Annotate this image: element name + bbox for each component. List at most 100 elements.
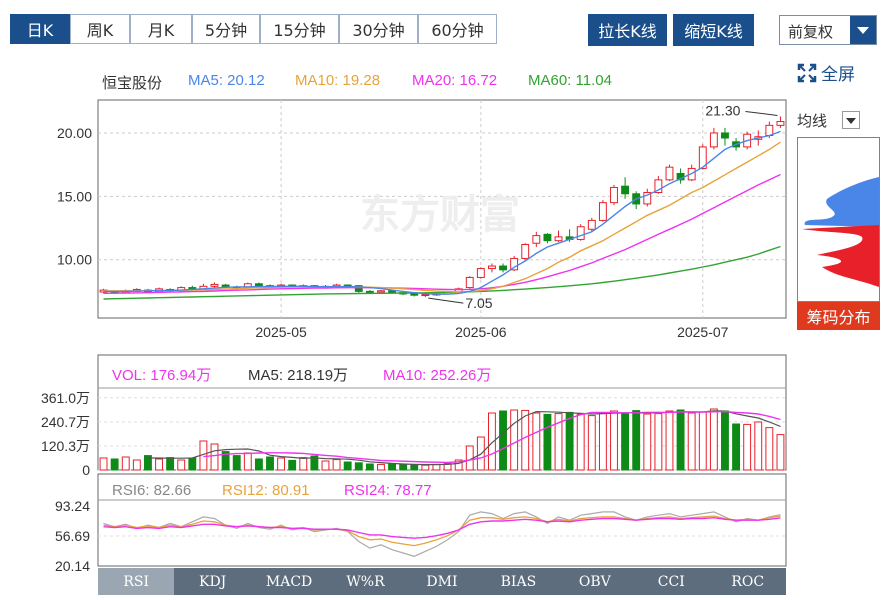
tab-5min[interactable]: 5分钟	[192, 14, 260, 44]
candle-body	[343, 284, 352, 287]
rsi-y-tick: 56.69	[55, 528, 90, 544]
tab-obv[interactable]: OBV	[578, 573, 611, 590]
candle-body	[354, 285, 363, 292]
volume-bar	[310, 455, 319, 471]
volume-bar	[243, 452, 252, 471]
tab-day-k[interactable]: 日K	[10, 14, 70, 44]
volume-bar	[721, 410, 729, 471]
candle-body	[510, 257, 519, 271]
volume-bar	[343, 461, 352, 471]
tab-month-k[interactable]: 月K	[130, 14, 192, 44]
volume-bar	[166, 457, 175, 471]
volume-y-tick: 0	[82, 462, 90, 478]
rsi-y-tick: 20.14	[55, 558, 90, 574]
tab-wr[interactable]: W%R	[346, 573, 385, 590]
volume-bar	[698, 411, 707, 471]
candle-body	[709, 132, 718, 148]
chip-distribution-panel	[797, 137, 880, 302]
volume-bar	[765, 427, 774, 471]
volume-bar	[143, 455, 152, 471]
volume-bar	[621, 412, 630, 471]
volume-bar	[332, 459, 341, 471]
stock-name: 恒宝股份	[102, 75, 163, 92]
tab-roc[interactable]: ROC	[731, 573, 765, 590]
legend-ma20: MA20: 16.72	[412, 72, 498, 89]
candle-body	[410, 293, 419, 296]
tab-cci[interactable]: CCI	[657, 573, 685, 590]
stretch-k-button[interactable]: 拉长K线	[588, 14, 667, 46]
tab-60min[interactable]: 60分钟	[418, 14, 497, 44]
tab-kdj[interactable]: KDJ	[199, 573, 227, 590]
ma20-line	[103, 173, 781, 294]
kline-y-tick: 15.00	[57, 188, 92, 204]
kline-y-tick: 20.00	[57, 125, 92, 141]
tab-rsi[interactable]: RSI	[98, 568, 175, 595]
volume-bar	[377, 463, 385, 471]
candle-body	[576, 226, 585, 240]
legend-ma5: MA5: 20.12	[188, 72, 265, 89]
candle-body	[476, 268, 485, 278]
candle-body	[210, 283, 219, 287]
candle-body	[776, 121, 785, 126]
tab-week-k[interactable]: 周K	[70, 14, 130, 44]
volume-bar	[610, 410, 618, 471]
avg-line-dropdown[interactable]	[842, 111, 860, 129]
volume-y-tick: 240.7万	[41, 414, 90, 430]
volume-ma10-line	[203, 410, 781, 464]
avg-line-label: 均线	[797, 112, 828, 130]
volume-bar	[732, 423, 741, 471]
tab-macd[interactable]: MACD	[265, 573, 313, 590]
volume-bar	[388, 463, 397, 471]
volume-bar	[687, 412, 696, 471]
volume-bar	[587, 415, 596, 471]
low-label: 7.05	[465, 295, 492, 311]
rsi-legend-rsi24: RSI24: 78.77	[344, 482, 432, 499]
tab-bias[interactable]: BIAS	[500, 573, 537, 590]
tab-15min[interactable]: 15分钟	[260, 14, 339, 44]
adjust-select[interactable]: 前复权	[779, 15, 877, 45]
ma60-line	[103, 245, 781, 300]
volume-bar	[532, 412, 541, 471]
volume-bar	[743, 423, 752, 471]
volume-bar	[665, 410, 674, 471]
volume-bar	[632, 410, 641, 471]
volume-bar	[399, 464, 408, 471]
tab-dmi[interactable]: DMI	[426, 573, 458, 590]
volume-bar	[432, 463, 441, 471]
candle-body	[365, 290, 374, 293]
high-label: 21.30	[705, 102, 740, 118]
volume-bar	[421, 464, 430, 471]
volume-bar	[266, 456, 274, 471]
volume-y-tick: 120.3万	[41, 438, 90, 454]
volume-bar	[676, 409, 685, 471]
candle-body	[254, 283, 263, 287]
rsi-frame	[97, 473, 787, 567]
kline-x-tick: 2025-07	[677, 324, 729, 340]
volume-bar	[110, 458, 119, 471]
tab-30min[interactable]: 30分钟	[339, 14, 418, 44]
rsi-legend-rsi12: RSI12: 80.91	[222, 482, 310, 499]
kline-frame	[97, 99, 787, 319]
volume-bar	[643, 413, 652, 471]
volume-bar	[121, 456, 130, 471]
candle-body	[554, 236, 563, 242]
chip-distribution-button[interactable]: 筹码分布	[797, 302, 880, 330]
fullscreen-button[interactable]: 全屏	[797, 60, 855, 85]
candle-body	[721, 132, 729, 139]
volume-bar	[543, 413, 552, 471]
rsi12-line	[103, 515, 781, 547]
candle-body	[643, 192, 652, 205]
volume-bar	[288, 459, 297, 471]
volume-bar	[565, 411, 574, 471]
indicator-tabs: RSI KDJ MACD W%R DMI BIAS OBV CCI ROC	[98, 568, 786, 595]
chevron-down-icon	[850, 16, 876, 44]
watermark-logo: 东方财富	[360, 193, 520, 237]
volume-bar	[576, 413, 585, 471]
kline-x-tick: 2025-05	[255, 324, 307, 340]
candle-body	[598, 202, 607, 221]
high-arrow	[745, 110, 778, 116]
ma10-line	[103, 141, 781, 293]
volume-bar	[277, 457, 286, 471]
shrink-k-button[interactable]: 缩短K线	[673, 14, 754, 46]
candle-body	[698, 146, 707, 169]
